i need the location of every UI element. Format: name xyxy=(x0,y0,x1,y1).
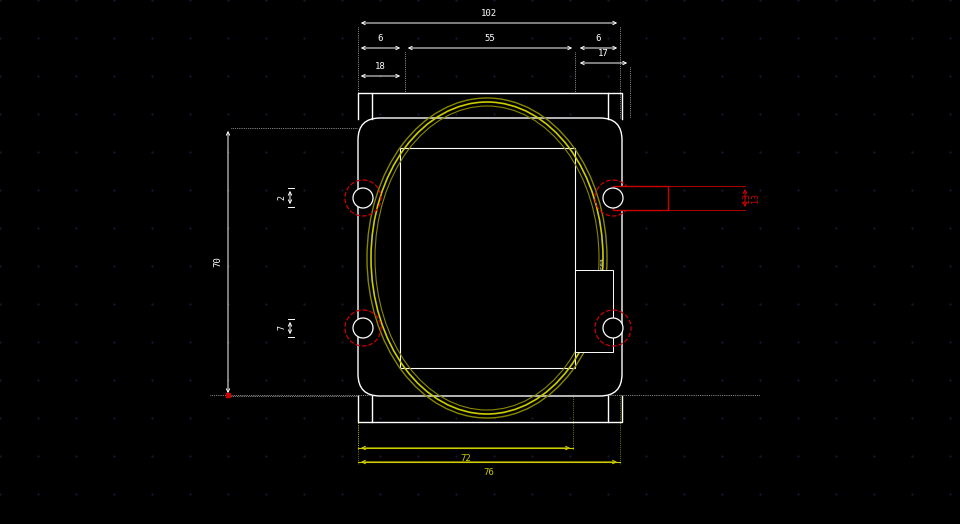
FancyBboxPatch shape xyxy=(358,118,622,396)
Text: 18: 18 xyxy=(375,62,386,71)
Text: 17: 17 xyxy=(598,49,609,58)
Text: 76: 76 xyxy=(484,468,494,477)
Text: internal obstruction area
(Air bypass): internal obstruction area (Air bypass) xyxy=(600,258,611,352)
Bar xyxy=(575,270,613,352)
Text: 72: 72 xyxy=(460,454,470,463)
Text: 70: 70 xyxy=(213,257,222,267)
Bar xyxy=(613,186,668,210)
Text: Minimal obstruction area
(main air flow): Minimal obstruction area (main air flow) xyxy=(404,260,516,280)
Circle shape xyxy=(353,188,373,208)
Circle shape xyxy=(603,318,623,338)
Bar xyxy=(400,148,575,368)
Text: 13: 13 xyxy=(742,193,751,203)
Text: 6: 6 xyxy=(378,34,383,43)
Text: 2: 2 xyxy=(277,195,286,200)
Text: 55: 55 xyxy=(485,34,495,43)
Text: 102: 102 xyxy=(481,9,497,18)
Circle shape xyxy=(603,188,623,208)
Circle shape xyxy=(353,318,373,338)
Text: 6: 6 xyxy=(596,34,601,43)
Text: 7: 7 xyxy=(277,325,286,331)
Text: 13: 13 xyxy=(751,193,760,203)
